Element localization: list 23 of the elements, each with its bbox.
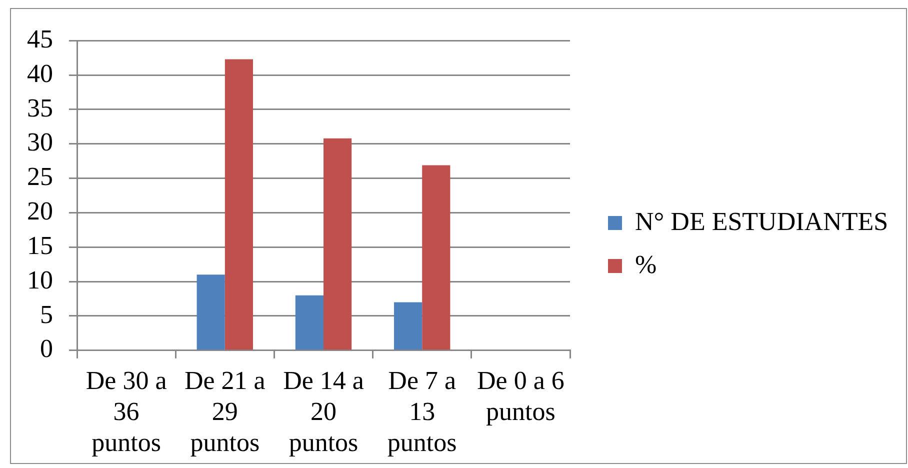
y-tick-label: 35	[27, 93, 53, 122]
x-tick-label: De 7 a 13 puntos	[387, 366, 457, 458]
bar	[422, 165, 450, 350]
y-tick-label: 30	[27, 128, 53, 157]
y-tick-label: 0	[40, 334, 53, 364]
y-tick-label: 15	[27, 230, 53, 260]
x-tick-label: De 0 a 6 puntos	[477, 366, 564, 426]
bar	[295, 295, 324, 350]
x-tick-label: De 14 a 20 puntos	[283, 366, 364, 458]
bar	[324, 138, 352, 350]
y-tick-label: 20	[27, 196, 53, 226]
bar	[224, 59, 253, 350]
bar	[196, 274, 225, 350]
legend-label: %	[635, 250, 657, 279]
y-tick-label: 45	[27, 24, 53, 54]
x-tick-label: De 30 a 36 puntos	[86, 366, 168, 458]
y-tick-label: 10	[27, 265, 53, 294]
y-tick-label: 5	[40, 300, 53, 329]
x-tick-label: De 21 a 29 puntos	[184, 366, 266, 458]
bar	[394, 302, 422, 350]
y-tick-label: 40	[27, 58, 53, 88]
y-tick-label: 25	[27, 162, 53, 192]
legend-label: N° DE ESTUDIANTES	[635, 206, 888, 236]
